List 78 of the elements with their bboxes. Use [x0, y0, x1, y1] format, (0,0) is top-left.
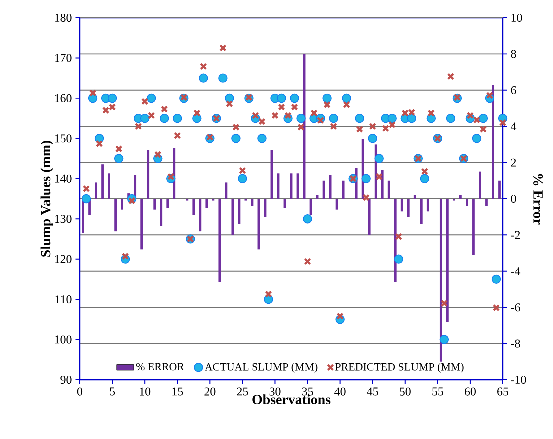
bar	[154, 198, 156, 210]
bar	[121, 198, 124, 210]
bar	[238, 198, 241, 224]
y-tick-label: 110	[56, 296, 72, 304]
bar	[486, 198, 488, 206]
bar	[108, 174, 110, 199]
bar	[420, 198, 423, 224]
x-tick-label: 45	[367, 388, 378, 396]
bar	[82, 198, 84, 234]
y2-axis-title: % Error	[534, 174, 544, 225]
x-tick-label: 0	[77, 388, 83, 396]
bar	[95, 182, 98, 199]
legend-label: PREDICTED SLUMP (MM)	[336, 363, 464, 374]
y2-tick-label: 4	[511, 122, 517, 131]
y2-tick-label: 10	[512, 14, 522, 22]
x-tick-label: 40	[334, 388, 346, 396]
x-tick-label: 35	[302, 388, 314, 396]
bar	[147, 150, 150, 199]
y2-tick-label: 2	[511, 158, 516, 167]
legend-label: % ERROR	[136, 363, 184, 371]
y2-tick-label: -8	[511, 340, 520, 348]
bar	[368, 198, 371, 236]
bar	[102, 164, 104, 199]
bar	[232, 198, 234, 236]
bar	[114, 198, 117, 232]
bar	[472, 198, 475, 256]
y-axis-title: Slump Values (mm)	[40, 140, 54, 257]
x-axis-title: Observations	[252, 394, 331, 404]
bar	[140, 198, 144, 250]
x-tick-label: 10	[140, 388, 151, 396]
y-tick-label: 130	[55, 215, 72, 224]
y-tick-label: 90	[60, 376, 72, 384]
bar	[381, 170, 384, 199]
x-tick-label: 5	[110, 388, 116, 396]
bar	[336, 198, 338, 210]
y2-tick-label: -2	[511, 231, 520, 240]
y-tick-label: 170	[55, 54, 72, 62]
bar	[192, 198, 196, 216]
bar	[225, 182, 228, 199]
legend-label: ACTUAL SLUMP (MM)	[205, 363, 318, 374]
bar	[466, 198, 468, 206]
x-tick-label: 65	[498, 388, 509, 396]
y-tick-label: 150	[55, 134, 72, 143]
x-tick-label: 60	[465, 388, 476, 396]
bar	[199, 198, 202, 232]
bar	[206, 198, 208, 208]
bar	[329, 175, 332, 199]
x-tick-label: 25	[237, 388, 248, 396]
y-tick-label: 100	[55, 336, 72, 344]
y-tick-label: 180	[55, 14, 72, 22]
y2-tick-label: -10	[511, 376, 526, 384]
bar	[218, 198, 222, 282]
bar	[498, 180, 501, 199]
bar	[426, 198, 430, 212]
y2-tick-label: -6	[511, 304, 520, 312]
bar	[492, 84, 494, 199]
bar	[160, 198, 163, 226]
bar	[414, 195, 416, 199]
x-tick-label: 30	[270, 388, 281, 396]
bar	[166, 198, 170, 208]
x-tick-label: 55	[432, 388, 444, 396]
x-tick-label: 15	[172, 388, 184, 396]
bar	[400, 198, 404, 212]
y2-tick-label: 8	[511, 50, 516, 58]
y-tick-label: 120	[55, 255, 72, 264]
y-tick-label: 160	[55, 94, 72, 102]
y2-tick-label: 6	[511, 86, 516, 94]
bar	[342, 180, 345, 199]
bar	[407, 198, 410, 218]
x-tick-label: 20	[204, 388, 216, 396]
bar	[479, 172, 482, 199]
bar	[388, 180, 390, 199]
bar	[446, 198, 449, 322]
x-tick-label: 50	[400, 388, 411, 396]
y-tick-label: 140	[55, 174, 72, 183]
y2-tick-label: 0	[511, 194, 516, 204]
y2-tick-label: -4	[511, 267, 521, 276]
bar	[460, 195, 462, 199]
